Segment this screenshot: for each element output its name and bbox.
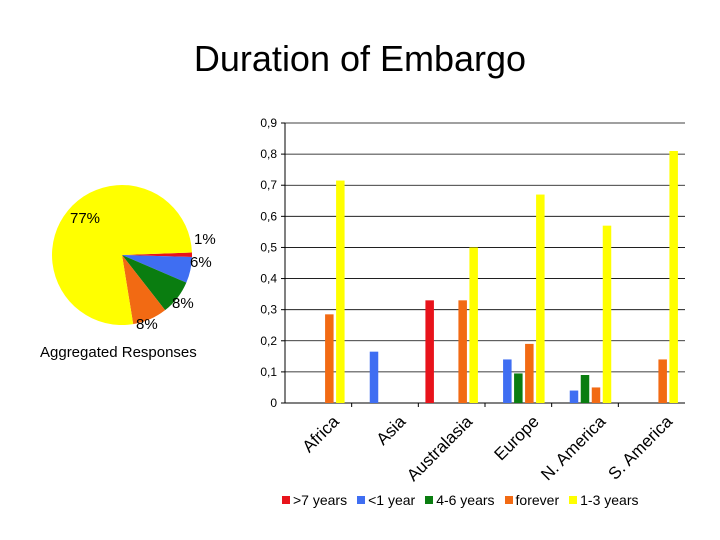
pie-slice <box>122 252 192 257</box>
pie-label-1-3-years: 77% <box>70 210 101 227</box>
legend: >7 years <1 year 4-6 years forever 1-3 y… <box>282 492 638 508</box>
y-tick-label: 0,7 <box>260 178 277 192</box>
chart-title: Duration of Embargo <box>193 38 527 79</box>
y-tick-label: 0,3 <box>260 303 277 317</box>
bar <box>536 194 545 403</box>
bar <box>591 387 601 403</box>
y-tick-label: 0,1 <box>260 365 277 379</box>
pie-slice <box>122 255 166 325</box>
bar <box>525 343 534 403</box>
pie-slice <box>122 255 192 283</box>
pie-label-4-6-years: 8% <box>172 295 194 312</box>
bar <box>514 373 523 403</box>
y-tick-label: 0,8 <box>260 147 277 161</box>
bar <box>602 225 612 403</box>
x-tick-label: Africa <box>299 412 344 457</box>
bar <box>458 300 467 403</box>
y-tick-label: 0,9 <box>260 116 277 130</box>
y-tick-label: 0,5 <box>260 240 277 254</box>
pie-label-gt7-years: 1% <box>194 231 216 248</box>
bar <box>503 359 512 403</box>
pie-label-lt1-year: 6% <box>190 254 212 271</box>
pie-label-forever: 8% <box>136 316 158 333</box>
y-tick-label: 0,4 <box>260 272 277 286</box>
y-tick-label: 0 <box>270 396 277 410</box>
bar <box>580 375 590 403</box>
legend-item-gt7-years: >7 years <box>282 492 347 508</box>
y-tick-label: 0,6 <box>260 209 277 223</box>
pie-chart <box>51 185 192 325</box>
bar <box>569 390 579 403</box>
legend-label: forever <box>515 492 560 508</box>
bar <box>658 359 667 403</box>
legend-label: >7 years <box>293 492 348 508</box>
x-tick-label: Australasia <box>403 412 476 485</box>
legend-label: 1-3 years <box>580 492 639 508</box>
legend-item-1-3-years: 1-3 years <box>569 492 638 508</box>
pie-caption: Aggregated Responses <box>40 344 197 361</box>
bar <box>369 351 379 403</box>
x-tick-label: N. America <box>537 412 610 485</box>
legend-item-lt1-year: <1 year <box>357 492 415 508</box>
y-tick-label: 0,2 <box>260 334 277 348</box>
legend-label: <1 year <box>368 492 416 508</box>
legend-item-forever: forever <box>504 492 560 508</box>
x-tick-label: Europe <box>491 412 543 464</box>
bar <box>669 151 678 403</box>
legend-item-4-6-years: 4-6 years <box>425 492 495 508</box>
pie-slice <box>122 255 187 311</box>
bar <box>425 300 434 403</box>
legend-label: 4-6 years <box>436 492 495 508</box>
x-tick-label: Asia <box>373 412 410 449</box>
x-tick-label: S. America <box>605 412 677 484</box>
bar <box>469 247 478 403</box>
bar <box>336 180 345 403</box>
pie-slice <box>51 185 192 325</box>
bar <box>325 314 334 403</box>
bar-chart: 0 0,1 0,2 0,3 0,4 0,5 0,6 0,7 0,8 0,9 Africa AsiaAu… <box>260 116 685 485</box>
